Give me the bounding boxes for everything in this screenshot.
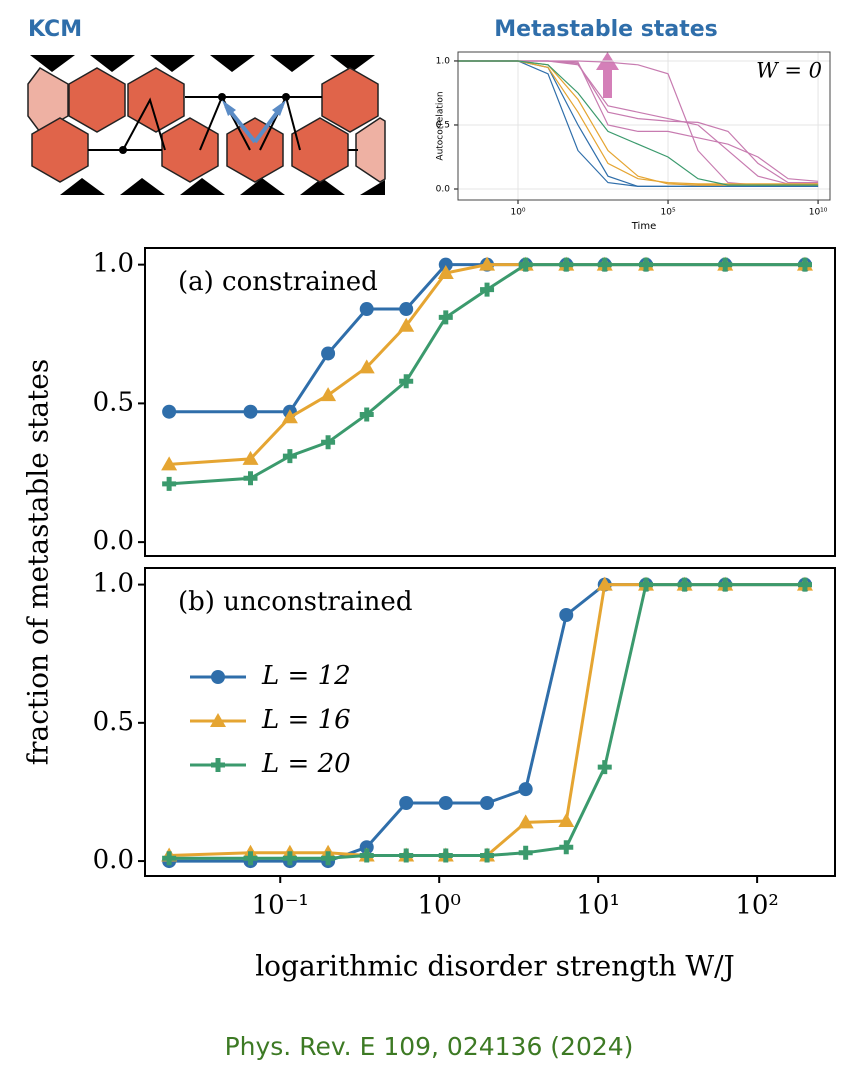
x-tick-label: 10² — [735, 890, 779, 920]
marker — [518, 845, 533, 860]
marker — [359, 848, 374, 863]
kcm-diagram — [27, 55, 386, 195]
plot-frame — [457, 51, 831, 201]
series-line — [458, 60, 819, 185]
marker — [320, 387, 337, 402]
marker — [559, 840, 574, 855]
x-tick-label: 10⁻¹ — [252, 890, 309, 920]
y-tick-label: 1.0 — [93, 569, 134, 599]
marker — [518, 257, 533, 272]
legend-label: L = 12 — [261, 661, 351, 691]
y-tick-label: 0.5 — [436, 120, 450, 130]
x-axis-label: Time — [631, 221, 656, 232]
marker — [282, 851, 297, 866]
panel-title: (a) constrained — [178, 267, 378, 297]
marker — [243, 851, 258, 866]
series-line — [458, 60, 819, 187]
marker — [282, 449, 297, 464]
x-axis-label: logarithmic disorder strength W/J — [255, 950, 735, 983]
marker — [559, 608, 574, 623]
marker — [438, 257, 453, 272]
y-tick-label: 0.0 — [93, 845, 134, 875]
plot-frame — [144, 567, 836, 877]
legend-marker — [211, 670, 225, 684]
marker — [162, 404, 177, 419]
marker — [479, 256, 496, 271]
marker — [596, 576, 613, 591]
marker — [559, 257, 574, 272]
x-tick-label: 10¹⁰ — [809, 208, 828, 218]
marker — [243, 404, 258, 419]
plot-frame — [144, 247, 836, 557]
marker — [558, 812, 575, 827]
marker — [480, 796, 495, 811]
x-tick-label: 10⁰ — [417, 890, 461, 920]
marker — [359, 840, 374, 855]
series-line — [458, 60, 819, 182]
marker — [438, 848, 453, 863]
inset-title: Metastable states — [494, 17, 718, 42]
marker — [359, 407, 374, 422]
marker — [639, 257, 654, 272]
x-tick-label: 10¹ — [576, 890, 620, 920]
marker — [437, 264, 454, 279]
marker — [677, 577, 692, 592]
marker — [281, 409, 298, 424]
marker — [243, 471, 258, 486]
marker — [399, 302, 414, 317]
y-tick-label: 0.5 — [93, 387, 134, 417]
moves — [222, 100, 286, 144]
series-line — [168, 263, 805, 486]
metastable-arrow — [596, 52, 619, 98]
y-tick-label: 0.0 — [93, 526, 134, 556]
series-line — [458, 60, 819, 186]
marker — [480, 282, 495, 297]
y-axis-label: fraction of metastable states — [22, 359, 55, 765]
marker — [597, 257, 612, 272]
marker — [597, 760, 612, 775]
marker — [480, 848, 495, 863]
marker — [399, 796, 414, 811]
y-tick-label: 0.5 — [93, 707, 134, 737]
legend-label: L = 20 — [261, 749, 351, 779]
y-tick-label: 1.0 — [436, 56, 451, 66]
marker — [161, 456, 178, 471]
marker — [518, 782, 533, 797]
y-tick-label: 0.0 — [436, 184, 451, 194]
x-tick-label: 10⁵ — [661, 208, 676, 218]
marker — [321, 346, 336, 361]
marker — [162, 851, 177, 866]
y-axis-label: Autocorrelation — [436, 91, 446, 160]
triangles — [30, 55, 385, 195]
y-tick-label: 1.0 — [93, 249, 134, 279]
marker — [398, 317, 415, 332]
marker — [438, 796, 453, 811]
marker — [359, 302, 374, 317]
marker — [358, 359, 375, 374]
citation: Phys. Rev. E 109, 024136 (2024) — [225, 1032, 634, 1061]
annotation: W = 0 — [756, 59, 822, 83]
sites — [119, 93, 290, 154]
kcm-label: KCM — [28, 17, 82, 42]
marker — [639, 577, 654, 592]
marker — [718, 577, 733, 592]
legend-label: L = 16 — [261, 705, 351, 735]
marker — [438, 310, 453, 325]
marker — [321, 435, 336, 450]
marker — [242, 450, 259, 465]
marker — [162, 476, 177, 491]
legend-marker — [211, 758, 225, 772]
x-tick-label: 10⁰ — [510, 208, 525, 218]
marker — [797, 257, 812, 272]
marker — [399, 374, 414, 389]
marker — [321, 851, 336, 866]
panel-title: (b) unconstrained — [178, 587, 412, 617]
marker — [517, 814, 534, 829]
legend-marker — [210, 713, 226, 727]
marker — [797, 577, 812, 592]
marker — [718, 257, 733, 272]
marker — [399, 848, 414, 863]
